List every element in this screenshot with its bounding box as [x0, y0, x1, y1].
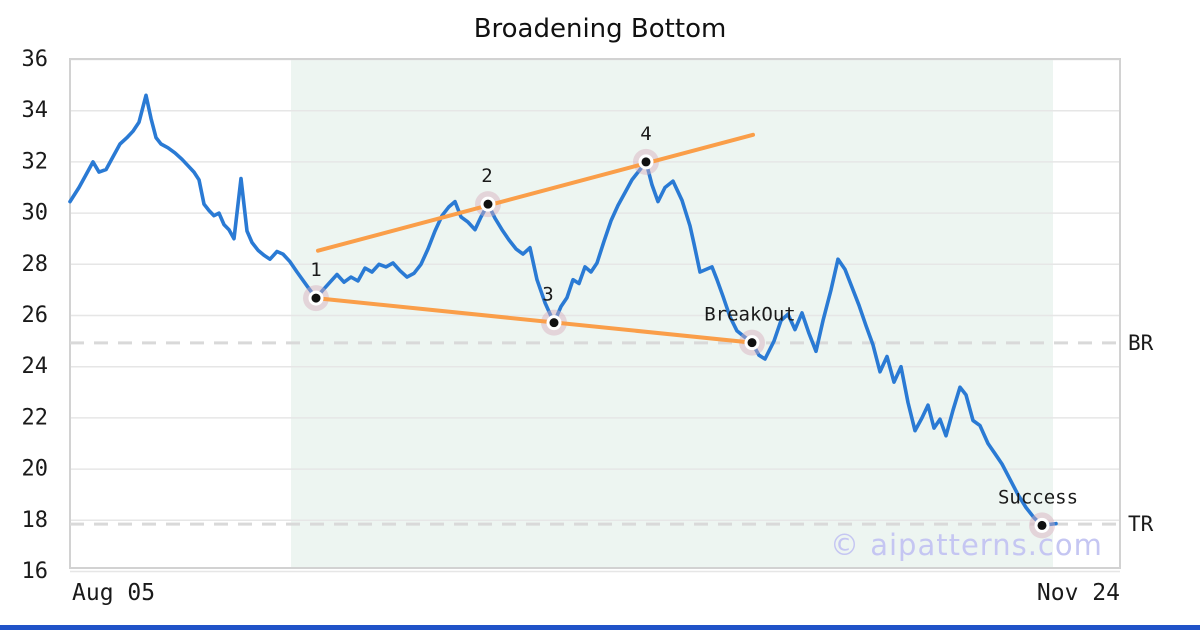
annotation-4: 4 [640, 123, 651, 145]
y-tick-label: 30 [22, 201, 49, 226]
brand-accent-bar [0, 625, 1200, 630]
watermark: © aipatterns.com [830, 528, 1103, 562]
pattern-marker [641, 157, 651, 167]
lower-broadening-line [314, 296, 754, 345]
x-tick-label-end: Nov 24 [1036, 580, 1120, 606]
upper-broadening-line [316, 132, 755, 253]
annotation-1: 1 [310, 259, 321, 281]
pattern-marker [1037, 520, 1047, 530]
y-tick-label: 26 [22, 303, 49, 328]
annotation-breakout: BreakOut [704, 304, 796, 326]
y-tick-label: 36 [22, 47, 49, 72]
pattern-marker [311, 293, 321, 303]
price-line [68, 93, 1058, 528]
y-tick-label: 18 [22, 508, 49, 533]
y-tick-label: 34 [22, 98, 49, 123]
pattern-marker [483, 199, 493, 209]
y-tick-label: 22 [22, 405, 49, 430]
y-tick-label: 16 [22, 559, 49, 584]
y-tick-label: 20 [22, 457, 49, 482]
annotation-3: 3 [542, 284, 553, 306]
y-tick-label: 24 [22, 354, 49, 379]
chart-title: Broadening Bottom [473, 14, 727, 44]
annotation-2: 2 [481, 165, 492, 187]
y-tick-label: 28 [22, 252, 49, 277]
pattern-marker [747, 338, 757, 348]
plot-frame [69, 58, 1121, 569]
level-label-br: BR [1128, 331, 1154, 355]
annotation-success: Success [998, 486, 1078, 508]
pattern-marker [549, 318, 559, 328]
x-tick-label-start: Aug 05 [72, 580, 156, 606]
level-label-tr: TR [1128, 512, 1154, 536]
y-tick-label: 32 [22, 149, 49, 174]
pattern-zone [291, 59, 1053, 568]
